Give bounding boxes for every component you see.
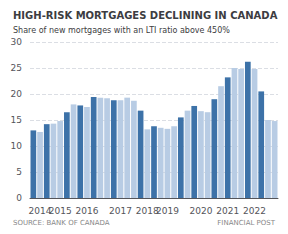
svg-text:SOURCE: BANK OF CANADA: SOURCE: BANK OF CANADA <box>13 219 110 227</box>
svg-text:2017: 2017 <box>109 206 132 216</box>
svg-text:0: 0 <box>16 193 22 203</box>
svg-text:FINANCIAL POST: FINANCIAL POST <box>217 219 275 227</box>
svg-text:Share of new mortgages with an: Share of new mortgages with an LTI ratio… <box>13 26 230 35</box>
svg-text:2018: 2018 <box>135 205 159 216</box>
svg-text:20: 20 <box>11 89 23 99</box>
svg-text:HIGH-RISK MORTGAGES DECLINING: HIGH-RISK MORTGAGES DECLINING IN CANADA <box>13 10 278 21</box>
svg-text:2021: 2021 <box>216 206 239 216</box>
svg-text:2015: 2015 <box>49 206 72 216</box>
svg-text:25: 25 <box>11 63 22 73</box>
svg-text:10: 10 <box>11 141 23 151</box>
svg-text:2014: 2014 <box>28 205 52 216</box>
svg-text:2019: 2019 <box>156 206 179 216</box>
svg-text:2020: 2020 <box>189 206 212 216</box>
svg-text:2016: 2016 <box>76 206 99 216</box>
svg-text:2022: 2022 <box>243 206 266 216</box>
svg-text:5: 5 <box>16 167 22 177</box>
svg-text:15: 15 <box>11 115 22 125</box>
svg-text:30: 30 <box>11 37 23 47</box>
